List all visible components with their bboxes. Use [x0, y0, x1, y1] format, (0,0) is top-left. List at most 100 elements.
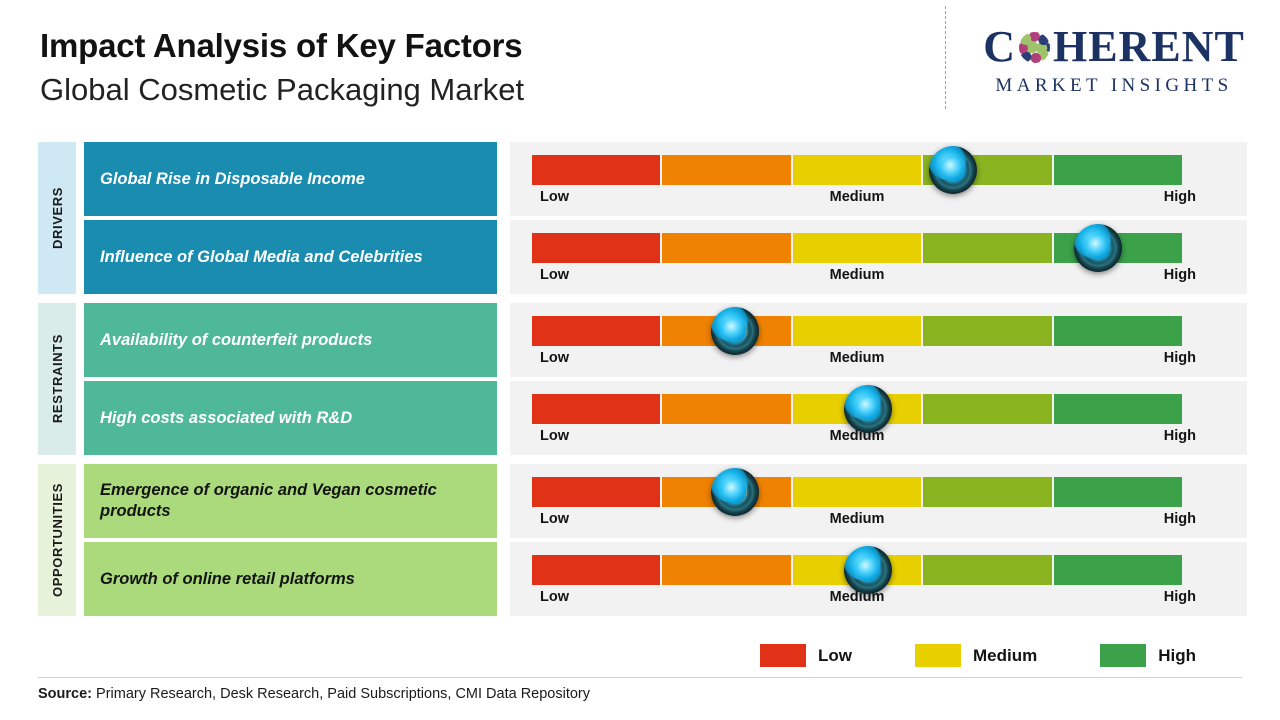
group-rows: Global Rise in Disposable Income Low Mediu… [84, 142, 1247, 294]
logo-wordmark: C HERENT [960, 24, 1268, 70]
legend-label: High [1158, 645, 1197, 665]
factor-label: Emergence of organic and Vegan cosmetic … [84, 464, 497, 538]
impact-group: OPPORTUNITIES Emergence of organic and Ve… [38, 464, 1247, 616]
category-tab: RESTRAINTS [38, 303, 76, 455]
impact-marker-orb[interactable] [710, 468, 759, 516]
gauge-scale: Low Medium High [532, 350, 1196, 372]
impact-group: RESTRAINTS Availability of counterfeit pr… [38, 303, 1247, 455]
page-header: Impact Analysis of Key Factors Global Co… [40, 26, 524, 111]
factor-label: Global Rise in Disposable Income [84, 142, 497, 216]
impact-gauge: Low Medium High [510, 142, 1247, 216]
factor-row: Growth of online retail platforms Low Medi… [84, 542, 1247, 616]
factor-row: Global Rise in Disposable Income Low Mediu… [84, 142, 1247, 216]
gauge-segment-4 [923, 477, 1054, 507]
impact-gauge: Low Medium High [510, 464, 1247, 538]
legend-label: Low [818, 645, 852, 665]
source-note: Source: Primary Research, Desk Research,… [38, 686, 590, 702]
impact-group: DRIVERS Global Rise in Disposable Income L… [38, 142, 1247, 294]
category-tab: DRIVERS [38, 142, 76, 294]
legend-swatch [760, 644, 806, 667]
impact-marker-orb[interactable] [844, 546, 893, 594]
factor-label: High costs associated with R&D [84, 381, 497, 455]
gauge-bar [532, 316, 1183, 346]
scale-label-low: Low [540, 511, 569, 527]
group-rows: Emergence of organic and Vegan cosmetic … [84, 464, 1247, 616]
gauge-segment-1 [532, 477, 663, 507]
impact-gauge: Low Medium High [510, 381, 1247, 455]
logo-letter-c: C [983, 22, 1016, 71]
factor-row: Emergence of organic and Vegan cosmetic … [84, 464, 1247, 538]
gauge-segment-1 [532, 394, 663, 424]
gauge-segment-4 [923, 394, 1054, 424]
impact-gauge: Low Medium High [510, 220, 1247, 294]
impact-marker-orb[interactable] [844, 385, 893, 433]
gauge-segment-1 [532, 316, 663, 346]
scale-label-low: Low [540, 267, 569, 283]
scale-label-high: High [1163, 189, 1196, 205]
scale-label-low: Low [540, 428, 569, 444]
factor-label: Influence of Global Media and Celebritie… [84, 220, 497, 294]
scale-label-medium: Medium [829, 511, 885, 527]
scale-label-low: Low [540, 189, 569, 205]
impact-gauge: Low Medium High [510, 542, 1247, 616]
factor-row: Availability of counterfeit products Low M… [84, 303, 1247, 377]
category-tab-label: RESTRAINTS [49, 334, 65, 424]
factor-label: Availability of counterfeit products [84, 303, 497, 377]
gauge-bar [532, 233, 1183, 263]
gauge-segment-5 [1053, 477, 1183, 507]
legend-label: Medium [973, 645, 1038, 665]
scale-label-medium: Medium [829, 350, 885, 366]
impact-marker-orb[interactable] [1074, 224, 1123, 272]
page-title: Impact Analysis of Key Factors [40, 27, 523, 64]
legend-swatch [1100, 644, 1147, 667]
page-subtitle: Global Cosmetic Packaging Market [40, 72, 525, 108]
scale-label-high: High [1163, 589, 1196, 605]
gauge-segment-2 [662, 394, 793, 424]
scale-label-low: Low [540, 350, 569, 366]
gauge-segment-2 [662, 155, 793, 185]
company-logo: C HERENT MARKET INSIGHTS [960, 24, 1268, 97]
factor-row: High costs associated with R&D Low Medium H… [84, 381, 1247, 455]
scale-label-low: Low [540, 589, 569, 605]
gauge-scale: Low Medium High [532, 511, 1196, 533]
gauge-segment-1 [532, 555, 663, 585]
gauge-segment-5 [1053, 316, 1183, 346]
gauge-scale: Low Medium High [532, 267, 1196, 289]
chart-legend: Low Medium High [760, 644, 1196, 667]
gauge-scale: Low Medium High [532, 189, 1196, 211]
scale-label-high: High [1163, 511, 1196, 527]
impact-gauge: Low Medium High [510, 303, 1247, 377]
gauge-segment-5 [1053, 555, 1183, 585]
gauge-bar [532, 555, 1183, 585]
gauge-segment-3 [792, 316, 924, 346]
gauge-scale: Low Medium High [532, 428, 1196, 450]
gauge-segment-3 [792, 233, 924, 263]
legend-item: Low [760, 644, 852, 667]
category-tab-label: DRIVERS [49, 187, 65, 249]
factor-row: Influence of Global Media and Celebritie… [84, 220, 1247, 294]
source-label: Source: [38, 686, 92, 702]
scale-label-high: High [1163, 267, 1196, 283]
legend-swatch [915, 644, 961, 667]
impact-marker-orb[interactable] [929, 146, 978, 194]
gauge-bar [532, 477, 1183, 507]
globe-dots-icon [1016, 29, 1052, 65]
gauge-scale: Low Medium High [532, 589, 1196, 611]
gauge-segment-4 [923, 316, 1054, 346]
impact-matrix: DRIVERS Global Rise in Disposable Income L… [38, 142, 1247, 616]
gauge-segment-4 [923, 555, 1054, 585]
gauge-segment-2 [662, 555, 793, 585]
legend-item: Medium [915, 644, 1037, 667]
gauge-segment-1 [532, 155, 663, 185]
source-text: Primary Research, Desk Research, Paid Su… [92, 686, 591, 702]
impact-marker-orb[interactable] [710, 307, 759, 355]
gauge-segment-3 [792, 477, 924, 507]
gauge-bar [532, 155, 1183, 185]
logo-letters-herent: HERENT [1052, 22, 1245, 71]
gauge-segment-1 [532, 233, 663, 263]
legend-item: High [1100, 644, 1196, 667]
footer-divider [38, 677, 1242, 678]
category-tab-label: OPPORTUNITIES [49, 483, 65, 597]
scale-label-medium: Medium [829, 189, 885, 205]
